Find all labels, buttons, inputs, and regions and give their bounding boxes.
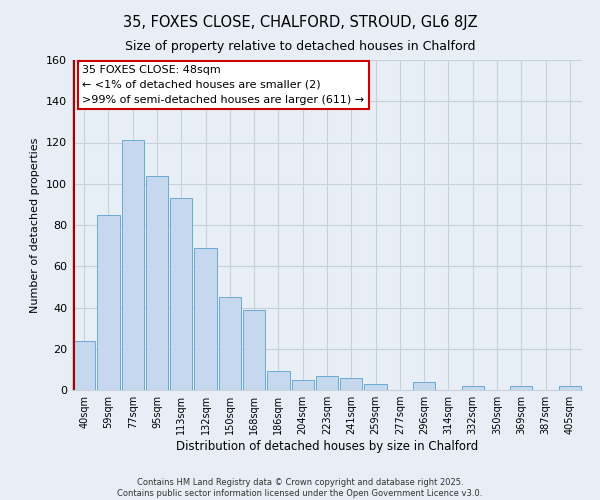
Text: 35 FOXES CLOSE: 48sqm
← <1% of detached houses are smaller (2)
>99% of semi-deta: 35 FOXES CLOSE: 48sqm ← <1% of detached … (82, 65, 364, 104)
Bar (73, 340, 95, 390)
Bar (267, 372, 290, 390)
X-axis label: Distribution of detached houses by size in Chalford: Distribution of detached houses by size … (176, 440, 478, 453)
Text: Size of property relative to detached houses in Chalford: Size of property relative to detached ho… (125, 40, 475, 53)
Bar (194, 248, 217, 390)
Bar (461, 386, 484, 390)
Bar (218, 297, 241, 390)
Bar (510, 386, 532, 390)
Bar (292, 380, 314, 390)
Bar (316, 376, 338, 390)
Bar (559, 386, 581, 390)
Text: Contains HM Land Registry data © Crown copyright and database right 2025.
Contai: Contains HM Land Registry data © Crown c… (118, 478, 482, 498)
Bar (243, 310, 265, 390)
Bar (413, 382, 436, 390)
Bar (146, 176, 168, 390)
Bar (364, 384, 387, 390)
Y-axis label: Number of detached properties: Number of detached properties (31, 138, 40, 312)
Text: 35, FOXES CLOSE, CHALFORD, STROUD, GL6 8JZ: 35, FOXES CLOSE, CHALFORD, STROUD, GL6 8… (122, 15, 478, 30)
Bar (340, 378, 362, 390)
Bar (122, 140, 144, 390)
Bar (170, 198, 193, 390)
Bar (97, 214, 119, 390)
